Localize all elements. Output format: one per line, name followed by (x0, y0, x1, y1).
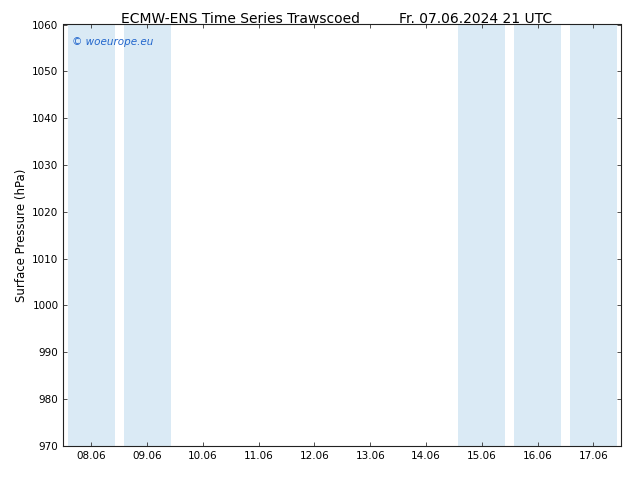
Y-axis label: Surface Pressure (hPa): Surface Pressure (hPa) (15, 169, 28, 302)
Text: ECMW-ENS Time Series Trawscoed: ECMW-ENS Time Series Trawscoed (122, 12, 360, 26)
Bar (570, 24, 617, 446)
Bar (458, 24, 505, 446)
Text: © woeurope.eu: © woeurope.eu (72, 37, 153, 47)
Text: Fr. 07.06.2024 21 UTC: Fr. 07.06.2024 21 UTC (399, 12, 552, 26)
Bar (124, 24, 171, 446)
Bar (514, 24, 561, 446)
Bar (68, 24, 115, 446)
